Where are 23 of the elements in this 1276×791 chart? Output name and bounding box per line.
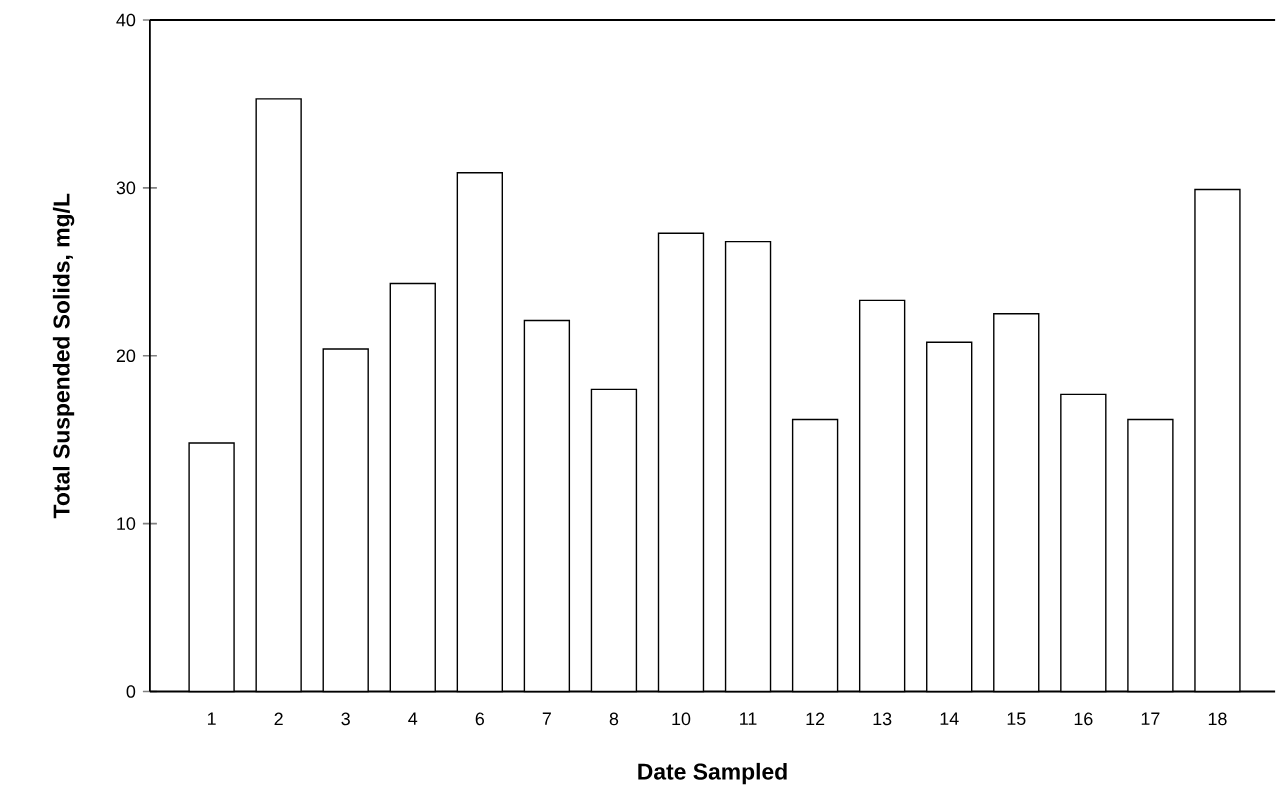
x-tick-label: 18 bbox=[1208, 712, 1227, 726]
x-tick-label: 2 bbox=[274, 712, 283, 726]
y-tick-label: 30 bbox=[116, 181, 136, 195]
x-tick-label: 15 bbox=[1007, 712, 1026, 726]
y-axis-title: Total Suspended Solids, mg/L bbox=[52, 193, 75, 519]
y-tick-label: 20 bbox=[116, 349, 136, 363]
x-tick-label: 3 bbox=[341, 712, 350, 726]
x-tick-label: 17 bbox=[1141, 712, 1160, 725]
x-tick-label: 4 bbox=[408, 712, 418, 725]
x-tick-label: 6 bbox=[475, 712, 485, 726]
x-axis-title: Date Sampled bbox=[638, 762, 787, 785]
x-tick-label: 16 bbox=[1074, 712, 1093, 726]
x-tick-label: 14 bbox=[940, 712, 959, 725]
y-tick-label: 40 bbox=[116, 13, 136, 27]
x-tick-label: 13 bbox=[873, 712, 892, 726]
x-tick-label: 11 bbox=[740, 712, 757, 725]
x-tick-label: 8 bbox=[609, 712, 619, 726]
x-tick-label: 12 bbox=[806, 712, 825, 726]
y-tick-label: 10 bbox=[117, 517, 136, 531]
x-tick-label: 1 bbox=[207, 712, 216, 725]
x-tick-label: 10 bbox=[672, 712, 691, 726]
x-tick-label: 7 bbox=[542, 712, 551, 725]
y-tick-label: 0 bbox=[126, 685, 136, 698]
